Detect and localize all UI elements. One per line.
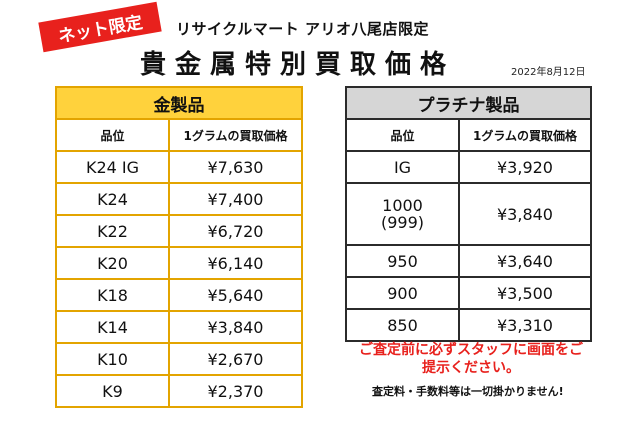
gold-price-table: 金製品 品位 1グラムの買取価格 K24 IG ¥7,630 K24 ¥7,400 … — [55, 86, 303, 408]
platinum-row: 850 ¥3,310 — [345, 308, 592, 342]
gold-price: ¥3,840 — [168, 310, 303, 344]
platinum-price: ¥3,310 — [458, 308, 592, 342]
gold-row: K18 ¥5,640 — [55, 278, 303, 312]
gold-row: K22 ¥6,720 — [55, 214, 303, 248]
gold-price: ¥5,640 — [168, 278, 303, 312]
gold-grade: K9 — [55, 374, 170, 408]
gold-row: K9 ¥2,370 — [55, 374, 303, 408]
price-date: 2022年8月12日 — [511, 67, 586, 78]
gold-price: ¥7,400 — [168, 182, 303, 216]
gold-grade: K20 — [55, 246, 170, 280]
platinum-price: ¥3,500 — [458, 276, 592, 310]
platinum-table-title: プラチナ製品 — [345, 86, 592, 120]
platinum-grade-cell: 1000 (999) — [345, 182, 460, 246]
staff-notice-line-2: 提示ください。 — [422, 360, 520, 376]
store-name: リサイクルマート アリオ八尾店限定 — [176, 20, 429, 38]
platinum-row: 1000 (999) ¥3,840 — [345, 182, 592, 246]
platinum-price: ¥3,840 — [458, 182, 592, 246]
platinum-grade: 900 — [345, 276, 460, 310]
gold-grade: K14 — [55, 310, 170, 344]
gold-price: ¥2,670 — [168, 342, 303, 376]
gold-grade: K10 — [55, 342, 170, 376]
gold-price: ¥6,720 — [168, 214, 303, 248]
gold-price: ¥7,630 — [168, 150, 303, 184]
gold-col-grade: 品位 — [55, 118, 170, 152]
gold-grade: K18 — [55, 278, 170, 312]
gold-row: K24 IG ¥7,630 — [55, 150, 303, 184]
platinum-grade: IG — [345, 150, 460, 184]
staff-notice-line-1: ご査定前に必ずスタッフに画面をご — [359, 342, 583, 358]
gold-grade: K22 — [55, 214, 170, 248]
gold-grade: K24 IG — [55, 150, 170, 184]
platinum-col-price: 1グラムの買取価格 — [458, 118, 592, 152]
page-title: 貴金属特別買取価格 — [140, 50, 456, 80]
gold-row: K14 ¥3,840 — [55, 310, 303, 344]
platinum-price: ¥3,640 — [458, 244, 592, 278]
gold-row: K10 ¥2,670 — [55, 342, 303, 376]
gold-row: K20 ¥6,140 — [55, 246, 303, 280]
platinum-price: ¥3,920 — [458, 150, 592, 184]
platinum-row: 900 ¥3,500 — [345, 276, 592, 310]
platinum-col-grade: 品位 — [345, 118, 460, 152]
platinum-price-table: プラチナ製品 品位 1グラムの買取価格 IG ¥3,920 1000 (999) ¥… — [345, 86, 592, 342]
platinum-grade: 1000 — [382, 195, 423, 215]
gold-price: ¥6,140 — [168, 246, 303, 280]
fee-note: 査定料・手数料等は一切掛かりません! — [372, 385, 564, 398]
gold-row: K24 ¥7,400 — [55, 182, 303, 216]
gold-table-title: 金製品 — [55, 86, 303, 120]
platinum-row: IG ¥3,920 — [345, 150, 592, 184]
platinum-grade: 950 — [345, 244, 460, 278]
platinum-row: 950 ¥3,640 — [345, 244, 592, 278]
gold-col-price: 1グラムの買取価格 — [168, 118, 303, 152]
gold-price: ¥2,370 — [168, 374, 303, 408]
staff-notice: ご査定前に必ずスタッフに画面をご 提示ください。 — [346, 341, 596, 377]
gold-grade: K24 — [55, 182, 170, 216]
platinum-grade: 850 — [345, 308, 460, 342]
platinum-grade-sub: (999) — [380, 212, 425, 232]
